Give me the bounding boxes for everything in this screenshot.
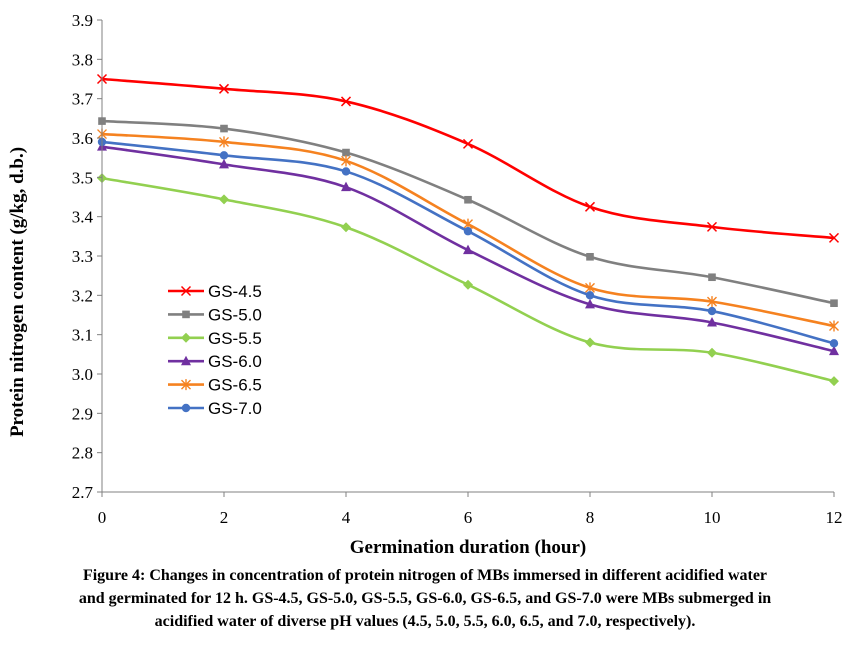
data-point	[219, 194, 229, 205]
y-tick-label: 2.9	[72, 404, 93, 423]
y-axis-title: Protein nitrogen content (g/kg, d.b.)	[7, 147, 28, 437]
y-tick-label: 3.4	[72, 208, 94, 227]
legend-label: GS-5.5	[208, 329, 262, 348]
data-point	[829, 339, 839, 348]
legend-entry: GS-5.5	[168, 329, 262, 348]
x-tick-label: 2	[220, 508, 229, 527]
x-tick-label: 6	[464, 508, 473, 527]
y-tick-label: 3.0	[72, 365, 93, 384]
data-point	[219, 136, 229, 148]
legend: GS-4.5 GS-5.0 GS-5.5 GS-6.0 GS-6.5 GS-7.0	[168, 282, 262, 418]
data-point	[464, 195, 472, 204]
data-point	[340, 96, 352, 107]
y-tick-label: 2.7	[72, 483, 94, 502]
series-line	[101, 77, 835, 240]
series-line	[101, 119, 835, 305]
axes-layer	[97, 19, 835, 497]
legend-label: GS-6.5	[208, 376, 262, 395]
legend-marker	[181, 332, 191, 343]
data-point	[707, 296, 717, 308]
series-GS-7.0	[97, 137, 839, 348]
data-point	[219, 158, 229, 169]
data-point	[220, 124, 228, 133]
series-GS-6.5	[97, 128, 839, 332]
series-GS-5.5	[97, 173, 839, 387]
x-axis-title: Germination duration (hour)	[350, 537, 586, 558]
data-point	[829, 345, 839, 356]
y-tick-label: 3.2	[72, 286, 93, 305]
legend-label: GS-4.5	[208, 282, 262, 301]
caption-line-2: and germinated for 12 h. GS-4.5, GS-5.0,…	[78, 590, 772, 607]
y-tick-label: 3.1	[72, 326, 93, 345]
data-point	[341, 222, 351, 233]
data-point	[585, 337, 595, 348]
legend-entry: GS-4.5	[168, 282, 262, 301]
series-GS-5.0	[98, 117, 838, 307]
data-point	[219, 151, 229, 160]
legend-marker	[181, 355, 191, 366]
series-layer	[96, 73, 840, 387]
data-point	[585, 291, 595, 300]
data-point	[708, 273, 716, 282]
x-tick-label: 4	[342, 508, 351, 527]
data-point	[341, 155, 351, 167]
data-point	[829, 320, 839, 332]
data-point	[707, 316, 717, 327]
data-point	[463, 279, 473, 290]
data-point	[829, 376, 839, 387]
data-point	[586, 252, 594, 261]
x-tick-label: 10	[704, 508, 721, 527]
data-point	[828, 232, 840, 243]
legend-entry: GS-6.0	[168, 352, 262, 371]
legend-label: GS-6.0	[208, 352, 262, 371]
caption-line-1: Figure 4: Changes in concentration of pr…	[82, 567, 768, 584]
legend-entry: GS-7.0	[168, 399, 262, 418]
legend-entry: GS-5.0	[168, 305, 262, 324]
data-point	[462, 138, 474, 149]
x-tick-label: 12	[826, 508, 843, 527]
data-point	[584, 201, 596, 212]
data-point	[707, 306, 717, 316]
y-tick-label: 3.3	[72, 247, 93, 266]
y-tick-label: 3.5	[72, 168, 93, 187]
line-chart: 2.7 2.8 2.9 3.0 3.1 3.2 3.3 3.4 3.5 3.6 3.7 3.8 3.9 0…	[7, 11, 843, 558]
y-tick-label: 3.7	[72, 90, 94, 109]
data-point	[830, 299, 838, 307]
y-tick-label: 3.8	[72, 50, 93, 69]
series-GS-4.5	[96, 73, 840, 243]
data-point	[342, 148, 350, 157]
data-point	[218, 83, 230, 94]
x-tick-label: 8	[586, 508, 595, 527]
x-tick-label: 0	[98, 508, 107, 527]
legend-entry: GS-6.5	[168, 376, 262, 395]
data-point	[585, 298, 595, 309]
legend-label: GS-5.0	[208, 305, 262, 324]
legend-marker	[182, 310, 190, 319]
data-point	[341, 167, 351, 176]
y-tick-label: 3.6	[72, 129, 93, 148]
caption-line-3: acidified water of diverse pH values (4.…	[154, 613, 696, 630]
legend-label: GS-7.0	[208, 399, 262, 418]
y-tick-label: 2.8	[72, 444, 93, 463]
tick-labels: 2.7 2.8 2.9 3.0 3.1 3.2 3.3 3.4 3.5 3.6 3.7 3.8 3.9 0…	[72, 11, 843, 527]
data-point	[341, 181, 351, 192]
data-point	[706, 221, 718, 232]
figure-caption: Figure 4: Changes in concentration of pr…	[0, 564, 850, 633]
y-tick-label: 3.9	[72, 11, 93, 30]
data-point	[707, 347, 717, 358]
legend-marker	[180, 285, 192, 297]
data-point	[463, 244, 473, 255]
legend-marker	[181, 379, 191, 391]
legend-marker	[181, 403, 191, 413]
data-point	[463, 227, 473, 236]
